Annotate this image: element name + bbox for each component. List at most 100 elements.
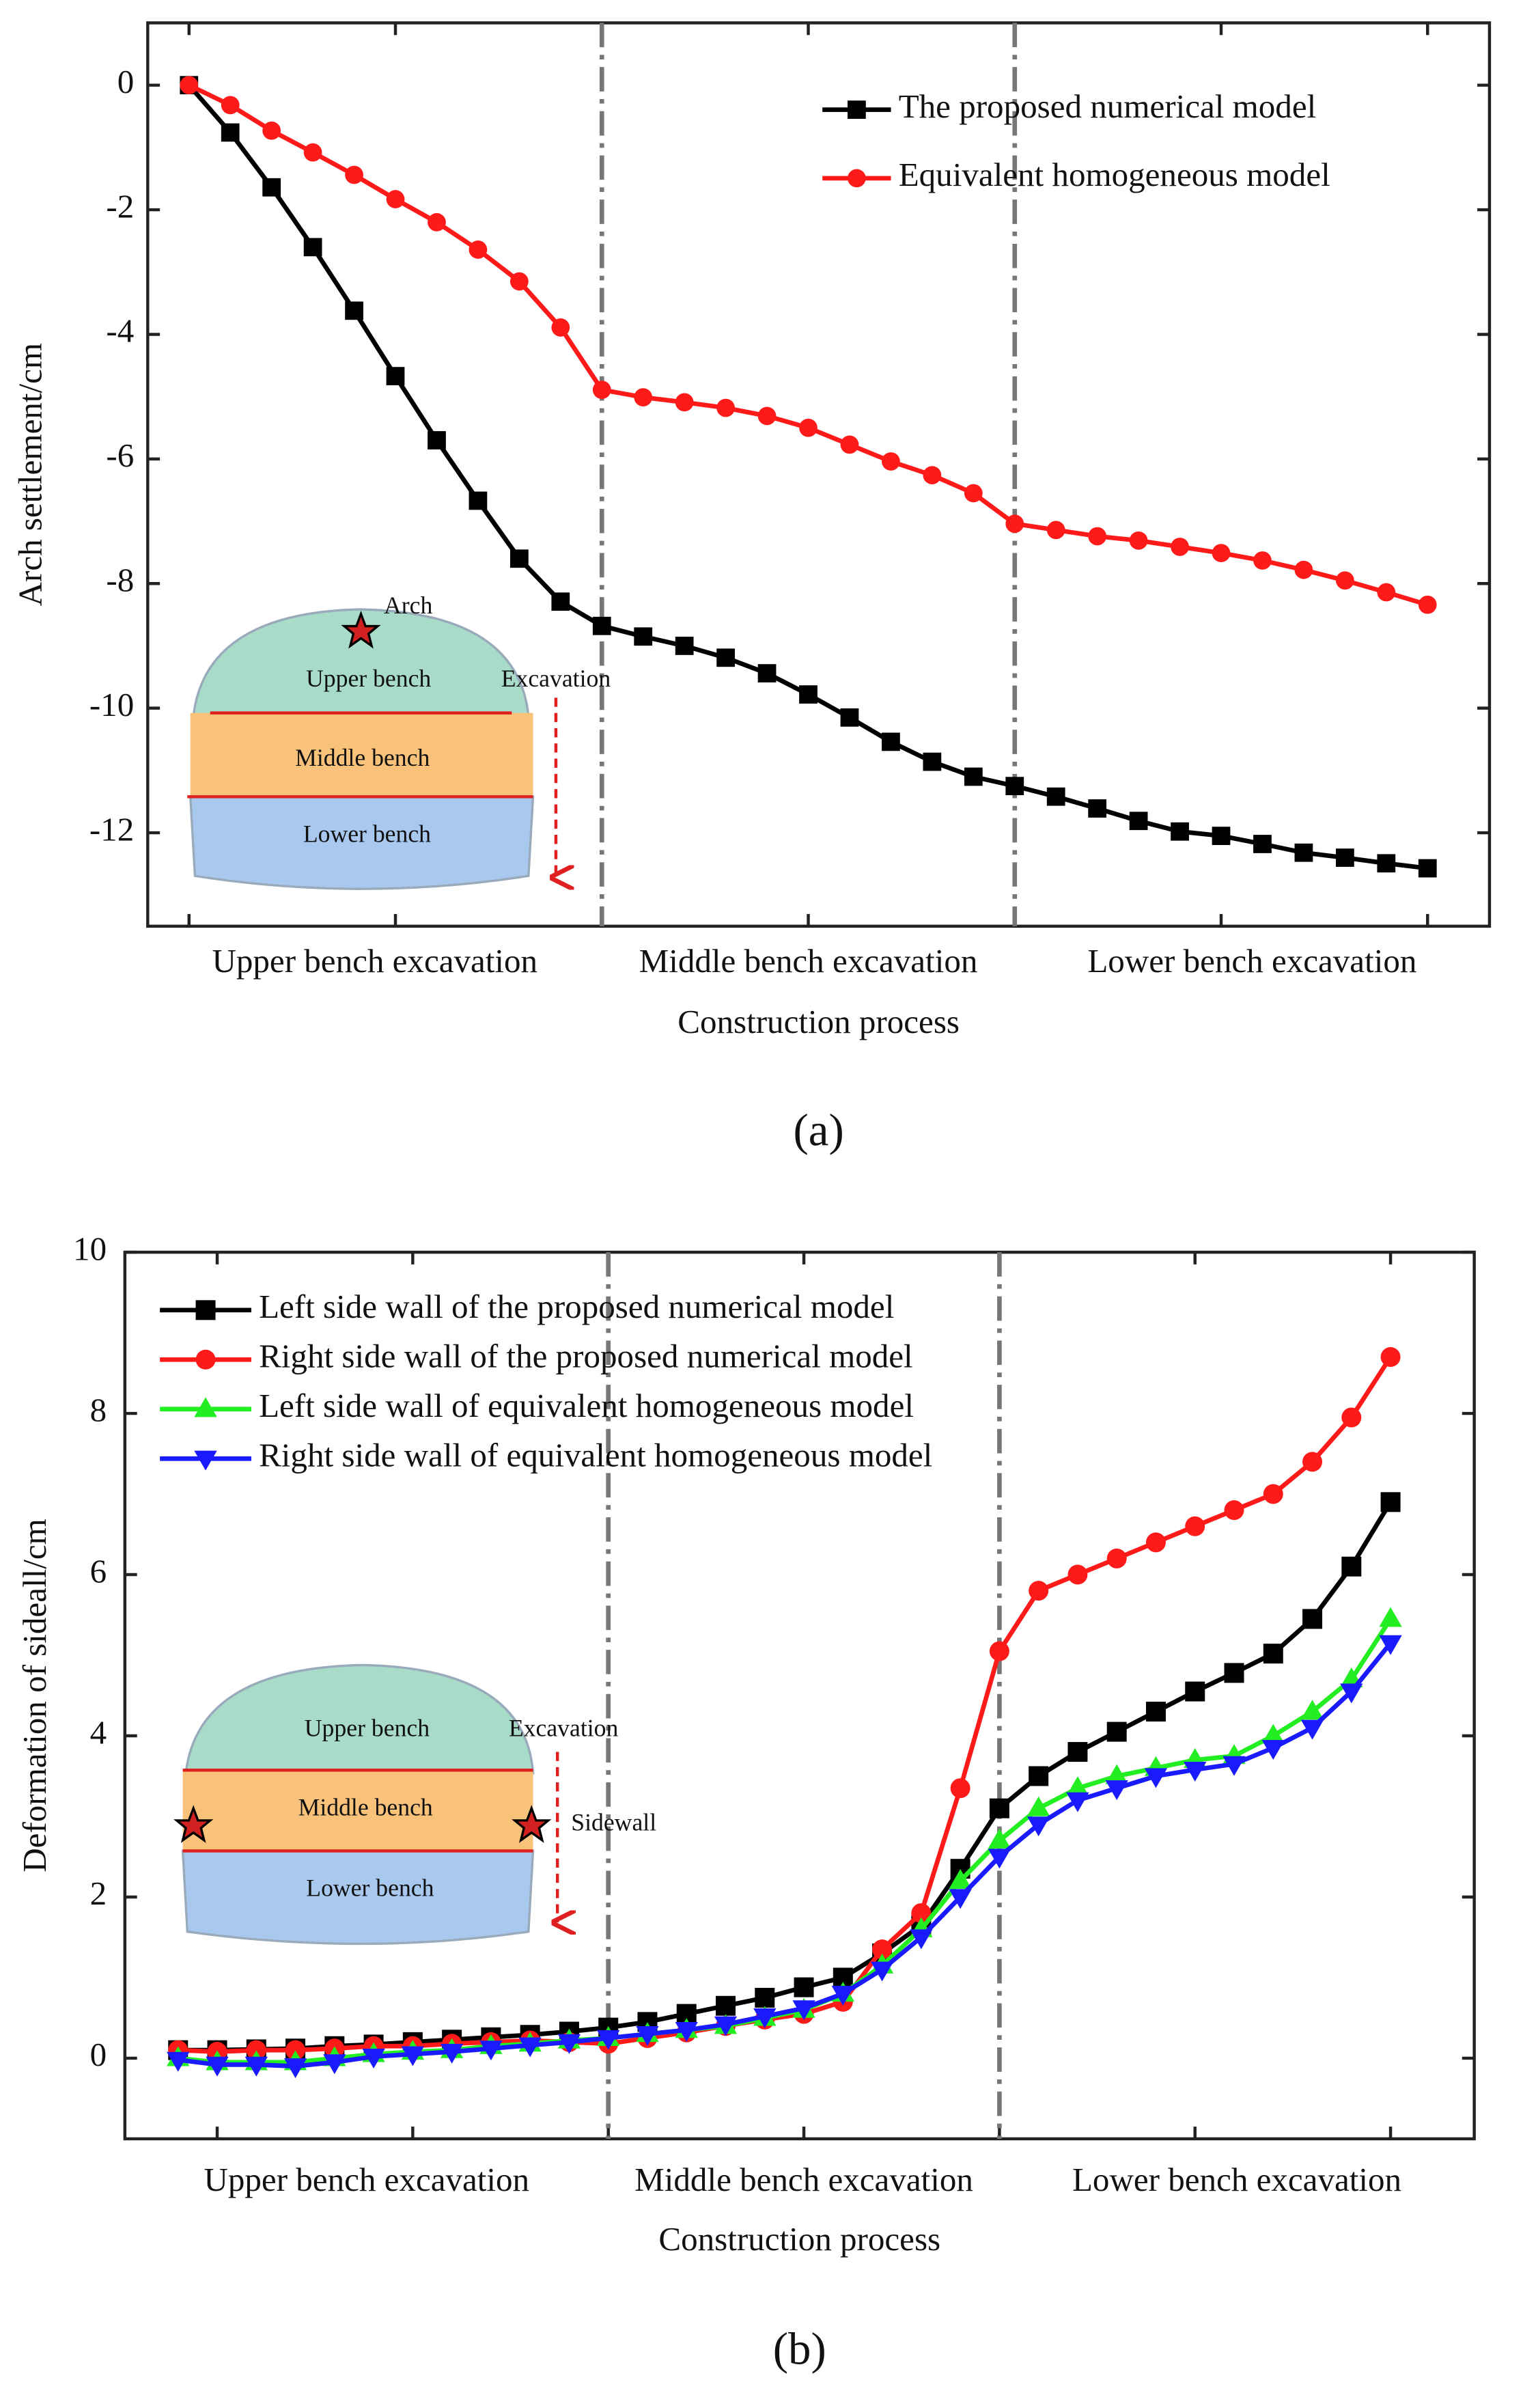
data-point xyxy=(675,637,694,655)
data-point xyxy=(1222,1756,1246,1776)
stage-label: Lower bench excavation xyxy=(1072,2161,1401,2198)
data-point xyxy=(557,2034,581,2054)
inset-label: Middle bench xyxy=(298,1793,433,1821)
inset-label: Sidewall xyxy=(571,1809,656,1836)
data-point xyxy=(950,1778,970,1799)
data-point xyxy=(1088,527,1107,546)
data-point xyxy=(551,318,570,337)
data-point xyxy=(716,398,735,417)
data-point xyxy=(323,2054,346,2075)
data-point xyxy=(1261,1740,1285,1760)
stage-label: Middle bench excavation xyxy=(639,942,978,980)
data-point xyxy=(1145,1702,1166,1722)
plot-frame xyxy=(146,21,1492,928)
data-point xyxy=(262,178,281,197)
data-point xyxy=(1046,521,1065,540)
data-point xyxy=(1129,812,1148,831)
data-point xyxy=(401,2046,425,2066)
inset-label: Lower bench xyxy=(303,820,431,847)
data-point xyxy=(753,2008,777,2028)
data-point xyxy=(1294,843,1313,862)
data-point xyxy=(1380,1346,1401,1367)
inset-label: Excavation xyxy=(509,1714,619,1741)
y-tick-label: 10 xyxy=(73,1230,107,1267)
data-point xyxy=(757,406,777,426)
data-point xyxy=(1300,1700,1324,1720)
x-axis-label: Construction process xyxy=(658,2220,940,2258)
data-point xyxy=(1184,1761,1207,1782)
legend-label: Right side wall of the proposed numerica… xyxy=(259,1338,913,1375)
data-point xyxy=(675,393,694,412)
data-point xyxy=(1294,560,1313,579)
data-point xyxy=(1341,1556,1362,1577)
inset-label: Upper bench xyxy=(306,665,431,692)
data-point xyxy=(1253,551,1272,570)
data-point xyxy=(180,76,199,95)
data-point xyxy=(345,165,363,184)
data-point xyxy=(386,367,405,385)
y-tick-label: 0 xyxy=(90,2036,107,2073)
data-point xyxy=(206,2056,229,2077)
data-point xyxy=(1067,1564,1088,1585)
data-point xyxy=(592,380,611,400)
data-point xyxy=(870,1961,894,1982)
data-point xyxy=(345,301,363,320)
plot: 0 2 4 6 8 10 Upper bench excavation Middle benc… xyxy=(16,1230,1476,2258)
data-point xyxy=(1105,1780,1128,1801)
data-point xyxy=(1185,1516,1205,1536)
data-point xyxy=(716,648,735,667)
data-point xyxy=(1335,848,1354,867)
data-point xyxy=(964,484,983,503)
data-point xyxy=(1418,595,1437,614)
legend-label: Equivalent homogeneous model xyxy=(899,156,1330,193)
data-point xyxy=(923,752,942,771)
legend-label: Left side wall of equivalent homogeneous… xyxy=(259,1387,914,1424)
legend-marker xyxy=(194,1397,217,1417)
legend-marker xyxy=(194,1450,217,1471)
data-point xyxy=(428,212,446,232)
data-point xyxy=(1029,1581,1049,1601)
data-point xyxy=(989,1798,1009,1818)
data-point xyxy=(386,190,405,208)
tunnel-inset: Arch Upper bench Excavation Middle bench… xyxy=(187,592,611,890)
data-point xyxy=(428,431,446,449)
data-point xyxy=(1224,1500,1244,1521)
y-tick-label: -12 xyxy=(89,810,134,848)
data-point xyxy=(1377,583,1396,602)
legend-label: Right side wall of equivalent homogeneou… xyxy=(259,1437,932,1474)
data-point xyxy=(716,1995,736,2016)
y-tick-label: -4 xyxy=(106,312,134,350)
y-tick-label: -6 xyxy=(106,437,134,474)
stage-label: Middle bench excavation xyxy=(634,2161,973,2198)
data-point xyxy=(1066,1776,1089,1797)
inset-label: Lower bench xyxy=(306,1874,434,1902)
data-point xyxy=(1335,571,1354,590)
data-point xyxy=(911,1903,932,1924)
data-point xyxy=(362,2048,385,2068)
data-point xyxy=(303,238,322,257)
data-point xyxy=(634,388,653,406)
data-point xyxy=(1212,827,1231,846)
data-point xyxy=(910,1929,933,1950)
data-point xyxy=(1144,1768,1168,1788)
inset-label: Excavation xyxy=(501,665,611,692)
legend-marker xyxy=(847,169,866,188)
y-tick-label: 6 xyxy=(90,1552,107,1590)
data-point xyxy=(988,1849,1011,1869)
data-point xyxy=(509,272,529,291)
data-point xyxy=(1106,1721,1127,1742)
tunnel-inset: Upper bench Excavation Middle bench Side… xyxy=(173,1663,656,1946)
data-point xyxy=(794,1977,814,1997)
data-point xyxy=(469,240,488,259)
y-tick-label: 8 xyxy=(90,1391,107,1428)
data-point xyxy=(675,2022,698,2043)
data-point xyxy=(1088,799,1107,818)
y-tick-label: 0 xyxy=(117,63,135,100)
data-point xyxy=(1263,1644,1283,1664)
legend-marker xyxy=(847,100,866,119)
data-point xyxy=(755,1987,775,2008)
data-point xyxy=(1185,1681,1205,1702)
y-tick-label: -2 xyxy=(106,187,134,225)
data-point xyxy=(1377,854,1396,873)
